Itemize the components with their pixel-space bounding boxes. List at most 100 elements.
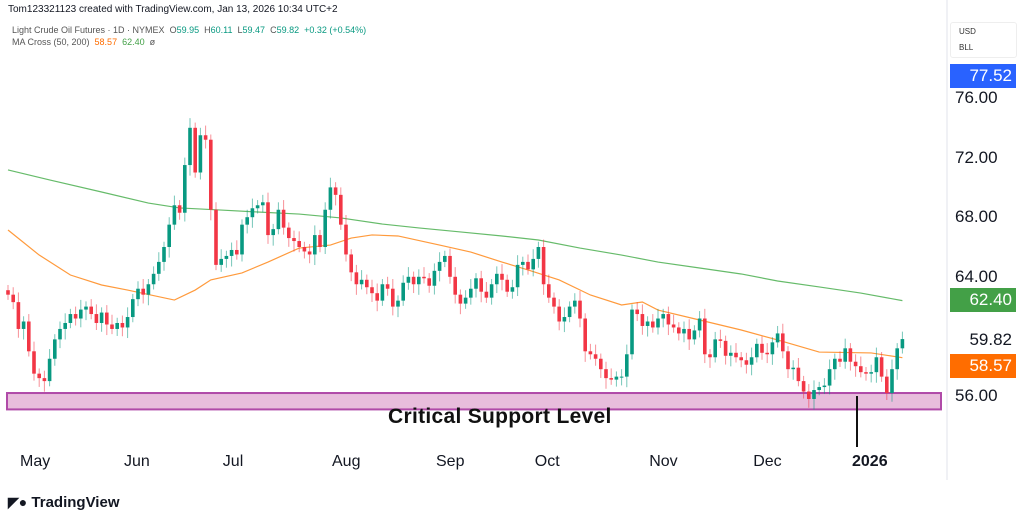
candle (765, 343, 769, 364)
candle-body (469, 288, 473, 298)
candle (141, 279, 145, 304)
candle (6, 284, 10, 300)
candle-body (380, 284, 385, 301)
candle-body (198, 135, 203, 173)
indicator-legend[interactable]: MA Cross (50, 200) 58.57 62.40 ø (12, 37, 155, 47)
candle (666, 306, 671, 336)
candle-body (495, 273, 499, 285)
candle (417, 269, 421, 295)
candle-body (526, 261, 530, 270)
candle (474, 273, 478, 298)
candle (193, 122, 197, 178)
candle (562, 307, 567, 333)
candle-body (760, 343, 764, 353)
candle-body (900, 339, 905, 349)
candle-body (427, 278, 431, 286)
candle (801, 375, 806, 399)
candle (110, 314, 114, 335)
candle-body (791, 367, 795, 370)
ma-slow-tag: 62.40 (950, 288, 1016, 312)
candle (583, 313, 587, 362)
candle (531, 249, 535, 277)
ohlc-legend[interactable]: Light Crude Oil Futures · 1D · NYMEX O59… (12, 25, 366, 35)
currency-unit-box[interactable]: USD BLL (950, 22, 1017, 58)
candle-body (328, 187, 333, 210)
candle (401, 275, 405, 306)
candle-body (843, 348, 847, 362)
candle-body (313, 235, 317, 255)
candle (302, 241, 307, 259)
candle (333, 182, 338, 206)
candle (406, 267, 411, 290)
candle (37, 368, 41, 387)
candle (848, 343, 853, 371)
candle (297, 231, 301, 253)
candle-body (73, 314, 78, 319)
tradingview-logo[interactable]: ◤● TradingView (8, 494, 120, 511)
candle-body (869, 372, 873, 374)
candle (172, 195, 177, 230)
candle-body (796, 367, 801, 382)
candle (68, 308, 73, 329)
candle-body (536, 247, 541, 259)
candle-body (874, 357, 879, 373)
candle-body (125, 317, 130, 328)
hidden-eye-icon[interactable]: ø (149, 37, 156, 47)
candle (671, 314, 676, 333)
candle (354, 264, 359, 295)
candle-body (879, 357, 884, 377)
low-label: L (237, 25, 243, 35)
candle-body (734, 352, 738, 358)
ma-fast-value: 58.57 (94, 37, 118, 47)
x-tick-label: 2026 (852, 453, 888, 470)
candle (822, 378, 827, 395)
candle-body (136, 288, 140, 300)
candle-body (339, 194, 343, 225)
candle-body (848, 348, 853, 362)
candle-body (682, 328, 686, 334)
candle (677, 322, 681, 341)
candle (250, 198, 255, 228)
candle (53, 334, 57, 366)
candle (151, 266, 156, 290)
candle-body (255, 205, 260, 209)
logo-text: TradingView (31, 494, 120, 511)
candle-body (640, 314, 645, 326)
candle (463, 290, 468, 309)
candle-body (515, 264, 520, 288)
candle-body (677, 327, 681, 334)
candle-body (146, 284, 151, 295)
candle-body (838, 358, 842, 362)
candle (307, 244, 312, 264)
y-tick-label: 76.00 (955, 88, 998, 107)
candle-body (614, 376, 619, 380)
candle (349, 249, 353, 282)
candle-body (723, 340, 728, 356)
candle-body (365, 279, 369, 288)
candle (27, 314, 31, 357)
candle-body (63, 322, 67, 329)
candle (505, 274, 509, 297)
candle (692, 325, 697, 345)
candle (703, 308, 707, 364)
candle-body (11, 294, 15, 303)
candle-body (822, 385, 827, 388)
candle-body (21, 321, 26, 329)
candle (183, 157, 187, 222)
candle (422, 267, 426, 284)
candle-body (749, 357, 754, 365)
candle (885, 369, 889, 401)
candle-body (47, 358, 52, 382)
candle-body (541, 247, 546, 285)
candle (895, 343, 899, 380)
candle-body (651, 321, 655, 328)
candle-body (666, 314, 671, 325)
candle (489, 279, 494, 305)
x-tick-label: Nov (649, 453, 678, 470)
close-value: 59.82 (276, 25, 300, 35)
candle (713, 331, 717, 363)
candle-body (37, 373, 41, 379)
candle (718, 329, 723, 348)
candle-body (599, 358, 603, 370)
